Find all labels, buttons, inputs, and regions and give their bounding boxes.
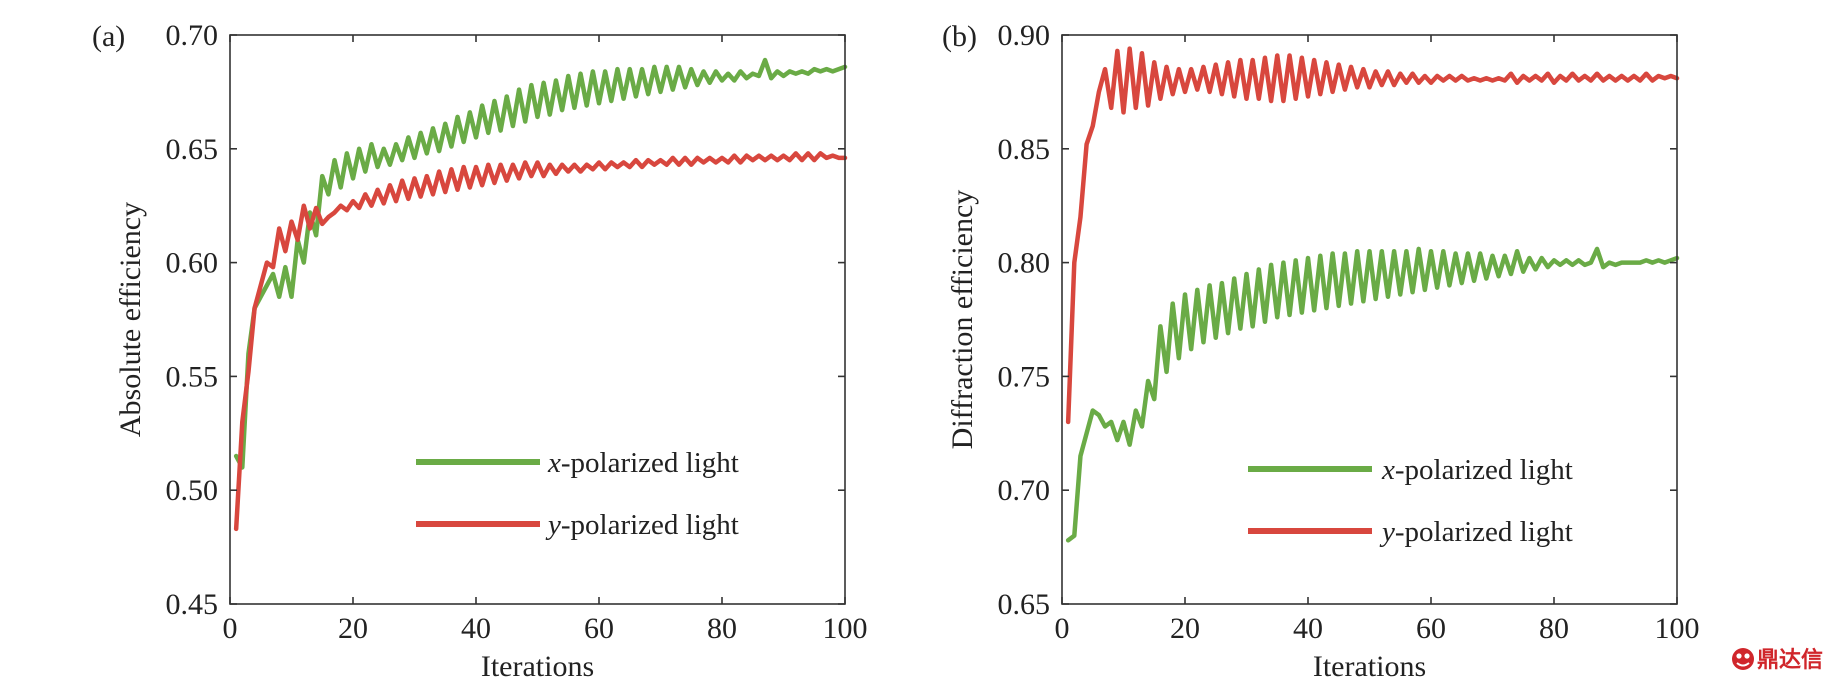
y-axis-label: Diffraction efficiency — [946, 190, 979, 450]
y-tick-label: 0.55 — [166, 360, 219, 393]
legend-entry-x-polarized: x-polarized light — [547, 447, 739, 479]
mask-logo-icon — [1732, 648, 1754, 670]
x-tick-label: 80 — [1539, 612, 1569, 645]
series-line-y-polarized — [233, 151, 848, 532]
y-tick-label: 0.70 — [998, 474, 1051, 507]
chart-panel-a: (a) 0 20 40 60 80 100 0.45 0.50 0.55 0.60 0.65 0.70 I… — [92, 19, 868, 681]
x-tick-label: 40 — [461, 612, 491, 645]
y-tick-label: 0.85 — [998, 133, 1051, 166]
x-tick-label: 20 — [338, 612, 368, 645]
y-tick-label: 0.65 — [166, 133, 219, 166]
y-tick-label: 0.90 — [998, 19, 1051, 52]
x-tick-label: 40 — [1293, 612, 1323, 645]
legend-entry-italic: x — [547, 447, 561, 479]
legend-entry-rest: -polarized light — [561, 447, 739, 479]
legend-entry-x-polarized: x-polarized light — [1381, 454, 1573, 486]
x-tick-label: 100 — [1655, 612, 1700, 645]
y-tick-label: 0.75 — [998, 360, 1051, 393]
x-axis-label: Iterations — [1313, 650, 1426, 681]
x-tick-label: 80 — [707, 612, 737, 645]
y-tick-label: 0.80 — [998, 247, 1051, 280]
legend-entry-rest: -polarized light — [561, 509, 739, 541]
series-line-y-polarized — [1065, 46, 1680, 425]
axis-frame — [1061, 34, 1678, 605]
y-tick-label: 0.45 — [166, 588, 219, 621]
x-tick-label: 20 — [1170, 612, 1200, 645]
legend-entry-y-polarized: y-polarized light — [1379, 516, 1573, 548]
x-tick-label: 60 — [1416, 612, 1446, 645]
watermark-text: 鼎达信 — [1757, 647, 1823, 673]
series-line-x-polarized — [233, 57, 848, 470]
legend-entry-rest: -polarized light — [1395, 454, 1573, 486]
y-tick-label: 0.70 — [166, 19, 219, 52]
legend-entry-italic: x — [1381, 454, 1395, 486]
panel-label: (b) — [942, 20, 977, 53]
panel-label: (a) — [92, 20, 125, 53]
x-tick-label: 60 — [584, 612, 614, 645]
y-tick-label: 0.65 — [998, 588, 1051, 621]
series-line-x-polarized — [1065, 246, 1680, 543]
legend-entry-rest: -polarized light — [1395, 516, 1573, 548]
x-tick-label: 0 — [223, 612, 238, 645]
x-tick-label: 100 — [823, 612, 868, 645]
y-tick-label: 0.60 — [166, 247, 219, 280]
y-axis-label: Absolute efficiency — [114, 202, 147, 437]
legend-entry-italic: y — [545, 509, 561, 541]
legend-entry-italic: y — [1379, 516, 1395, 548]
x-axis-label: Iterations — [481, 650, 594, 681]
watermark: 鼎达信 — [1732, 647, 1823, 673]
y-tick-label: 0.50 — [166, 474, 219, 507]
legend-entry-y-polarized: y-polarized light — [545, 509, 739, 541]
axis-frame — [229, 34, 846, 605]
chart-panel-b: (b) 0 20 40 60 80 100 0.65 0.70 0.75 0.80 0.85 0.90 I… — [942, 19, 1700, 681]
x-tick-label: 0 — [1055, 612, 1070, 645]
